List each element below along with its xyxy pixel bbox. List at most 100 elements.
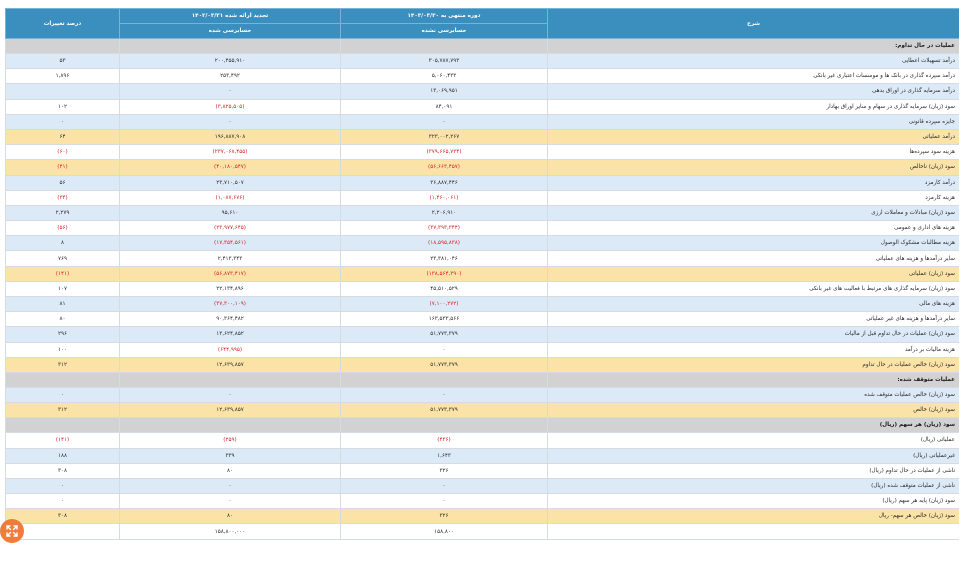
cell-percent-change: ۷۶۹ xyxy=(5,250,120,267)
cell-period-current: ۱۵۸,۸۰۰ xyxy=(340,523,548,540)
cell-period-previous: (۳۷,۳۰۰,۱۰۹) xyxy=(119,295,341,313)
cell-period-current: ۲۳,۳۸۱,۰۴۶ xyxy=(340,250,548,267)
cell-period-current: ۵۱,۷۷۳,۳۷۹ xyxy=(340,356,548,373)
table-row: ناشی از عملیات متوقف شده (ریال) ۰ ۰ ۰ xyxy=(5,477,959,495)
table-row: سود (زیان) پایه هر سهم (ریال) ۰ ۰ ۰ xyxy=(5,493,959,510)
cell-period-previous: ۱۵۸,۸۰۰,۰۰۰ xyxy=(119,523,341,540)
row-description: سود (زیان) خالص xyxy=(547,402,959,419)
cell-period-previous: ۸۰ xyxy=(119,508,341,525)
table-row: جایزه سپرده قانونی ۰ ۰ ۰ xyxy=(5,113,959,130)
row-description: سود (زیان) خالص عملیات متوقف شده xyxy=(547,386,959,404)
table-row: سود (زیان) ناخالص (۵۶,۶۶۳,۴۵۷) (۴۰,۱۸۰,۵۴۷… xyxy=(5,159,959,176)
table-row: درآمد سپرده گذاری در بانک ها و موسسات اع… xyxy=(5,68,959,85)
cell-percent-change: (۴۱) xyxy=(5,159,120,176)
row-description: سود (زیان) سرمایه گذاری در سهام و سایر ا… xyxy=(547,98,959,115)
section-empty-cell xyxy=(119,371,341,388)
table-row: سود (زیان) سرمایه گذاری های مرتبط با فعا… xyxy=(5,280,959,298)
cell-percent-change: ۳۱۲ xyxy=(5,356,120,373)
cell-percent-change: (۱۴۱) xyxy=(5,432,120,449)
row-description: درآمد سرمایه گذاری در اوراق بدهی xyxy=(547,83,959,100)
cell-period-previous: ۲,۴۱۳,۳۴۳ xyxy=(119,250,341,267)
cell-percent-change: ۶۴ xyxy=(5,128,120,146)
cell-period-previous: ۱۳,۶۲۴,۸۵۲ xyxy=(119,326,341,343)
cell-percent-change: ۱,۸۹۶ xyxy=(5,68,120,85)
table-row: سود (زیان) خالص عملیات در حال تداوم ۵۱,۷۷… xyxy=(5,356,959,373)
cell-percent-change xyxy=(5,83,120,100)
table-subheader-row: حسابرسی نشده حسابرسی شده xyxy=(6,23,960,39)
cell-period-previous: ۲۰۰,۴۵۵,۹۱۰ xyxy=(119,52,341,70)
section-row: عملیات متوقف شده: xyxy=(5,371,959,388)
cell-percent-change: ۳۱۲ xyxy=(5,402,120,419)
table-row: هزینه کارمزد (۱,۴۶۰,۰۶۱) (۱,۰۸۷,۶۷۶) (۳۴) xyxy=(5,189,959,206)
cell-period-current: ۱,۶۴۳ xyxy=(340,447,548,464)
cell-period-previous: ۰ xyxy=(119,83,341,100)
table-row: درآمد تسهیلات اعطایی ۳۰۵,۷۸۷,۷۹۳ ۲۰۰,۴۵۵,۹… xyxy=(5,52,959,70)
table-row: سود (زیان) خالص ۵۱,۷۷۳,۳۷۹ ۱۲,۶۳۹,۸۵۷ ۳۱۲ xyxy=(5,402,959,419)
cell-period-current: (۷,۱۰۰,۲۷۲) xyxy=(340,295,548,313)
row-description: سایر درآمدها و هزینه های عملیاتی xyxy=(547,250,959,267)
row-description: سود (زیان) خالص هر سهم- ریال xyxy=(547,508,959,525)
cell-period-current: (۳۷۹,۶۶۵,۷۲۴) xyxy=(340,144,548,161)
income-statement-table: شرح دوره منتهی به ۱۴۰۳/۰۳/۳۰ تجدید ارائه… xyxy=(5,8,959,540)
cell-period-previous: ۱۲,۶۳۹,۸۵۷ xyxy=(119,356,341,373)
cell-percent-change: ۲,۲۷۹ xyxy=(5,204,120,222)
section-empty-cell xyxy=(5,38,120,54)
cell-period-previous: ۸۰ xyxy=(119,462,341,479)
row-description: سود (زیان) پایه هر سهم (ریال) xyxy=(547,493,959,510)
table-header-row: شرح دوره منتهی به ۱۴۰۳/۰۳/۳۰ تجدید ارائه… xyxy=(5,8,959,39)
financial-statement-panel: شرح دوره منتهی به ۱۴۰۳/۰۳/۳۰ تجدید ارائه… xyxy=(5,8,959,568)
cell-period-current: ۰ xyxy=(340,493,548,510)
section-empty-cell xyxy=(119,417,341,434)
row-description: هزینه سود سپرده‌ها xyxy=(547,144,959,161)
cell-period-current: (۱,۴۶۰,۰۶۱) xyxy=(340,189,548,206)
cell-period-previous: (۲۳,۹۷۷,۶۴۵) xyxy=(119,220,341,237)
cell-period-current: ۴۵,۵۱۰,۵۲۹ xyxy=(340,280,548,298)
cell-period-current: ۰ xyxy=(340,113,548,130)
cell-period-current: ۰ xyxy=(340,386,548,404)
cell-percent-change: ۱۸۸ xyxy=(5,447,120,464)
cell-period-current: (۵۶,۶۶۳,۴۵۷) xyxy=(340,159,548,176)
table-row: غیرعملیاتی (ریال) ۱,۶۴۳ ۳۳۹ ۱۸۸ xyxy=(5,447,959,464)
cell-period-previous: (۱۷,۳۵۴,۵۶۱) xyxy=(119,235,341,252)
cell-period-current: ۰ xyxy=(340,477,548,495)
cell-period-current: ۸۴,۰۹۱ xyxy=(340,98,548,115)
row-description: ناشی از عملیات در حال تداوم (ریال) xyxy=(547,462,959,479)
header-percent-change: درصد تغییرات xyxy=(5,8,120,39)
header-description: شرح xyxy=(547,8,959,39)
expand-arrows-icon xyxy=(6,525,18,537)
cell-period-previous: ۰ xyxy=(119,386,341,404)
row-description: سود (زیان) ناخالص xyxy=(547,159,959,176)
cell-period-current: ۳۲۶ xyxy=(340,508,548,525)
section-empty-cell xyxy=(340,371,548,388)
table-row: سایر درآمدها و هزینه های غیر عملیاتی ۱۶۳,… xyxy=(5,311,959,328)
row-description: عملیات در حال تداوم: xyxy=(547,38,959,54)
table-row: هزینه های مالی (۷,۱۰۰,۲۷۲) (۳۷,۳۰۰,۱۰۹) ۸۱ xyxy=(5,295,959,313)
cell-period-previous: (۶۴۴,۹۹۵) xyxy=(119,341,341,358)
table-row: درآمد سرمایه گذاری در اوراق بدهی ۱۳,۰۶۹,۹… xyxy=(5,83,959,100)
cell-percent-change: ۳۰۸ xyxy=(5,462,120,479)
cell-period-previous: (۵۶,۸۷۳,۴۱۷) xyxy=(119,265,341,282)
table-row: ۱۵۸,۸۰۰ ۱۵۸,۸۰۰,۰۰۰ xyxy=(5,523,959,540)
cell-percent-change: ۵۶ xyxy=(5,174,120,191)
table-row: درآمد کارمزد ۳۶,۸۸۷,۴۴۶ ۲۳,۷۱۰,۵۰۷ ۵۶ xyxy=(5,174,959,191)
table-body: عملیات در حال تداوم: درآمد تسهیلات اعطایی… xyxy=(5,38,959,540)
row-description xyxy=(547,523,959,540)
section-empty-cell xyxy=(5,371,120,388)
row-description: سود (زیان) مبادلات و معاملات ارزی xyxy=(547,204,959,222)
cell-period-previous: ۹۰,۳۶۴,۴۸۲ xyxy=(119,311,341,328)
cell-period-previous: ۹۵,۶۱۰ xyxy=(119,204,341,222)
cell-percent-change: (۱۴۱) xyxy=(5,265,120,282)
cell-percent-change: ۸۰ xyxy=(5,311,120,328)
cell-period-previous: (۴۰,۱۸۰,۵۴۷) xyxy=(119,159,341,176)
cell-period-previous: (۱,۰۸۷,۶۷۶) xyxy=(119,189,341,206)
expand-button[interactable] xyxy=(0,519,24,543)
cell-percent-change: ۰ xyxy=(5,386,120,404)
row-description: سایر درآمدها و هزینه های غیر عملیاتی xyxy=(547,311,959,328)
cell-period-current: (۳۷,۳۹۳,۳۴۴) xyxy=(340,220,548,237)
cell-period-current: ۳۲۶ xyxy=(340,462,548,479)
cell-percent-change: (۵۶) xyxy=(5,220,120,237)
cell-period-current: (۱۳۸,۵۶۴,۳۹۰) xyxy=(340,265,548,282)
row-description: درآمد عملیاتی xyxy=(547,128,959,146)
cell-percent-change xyxy=(5,523,120,540)
section-empty-cell xyxy=(5,417,120,434)
